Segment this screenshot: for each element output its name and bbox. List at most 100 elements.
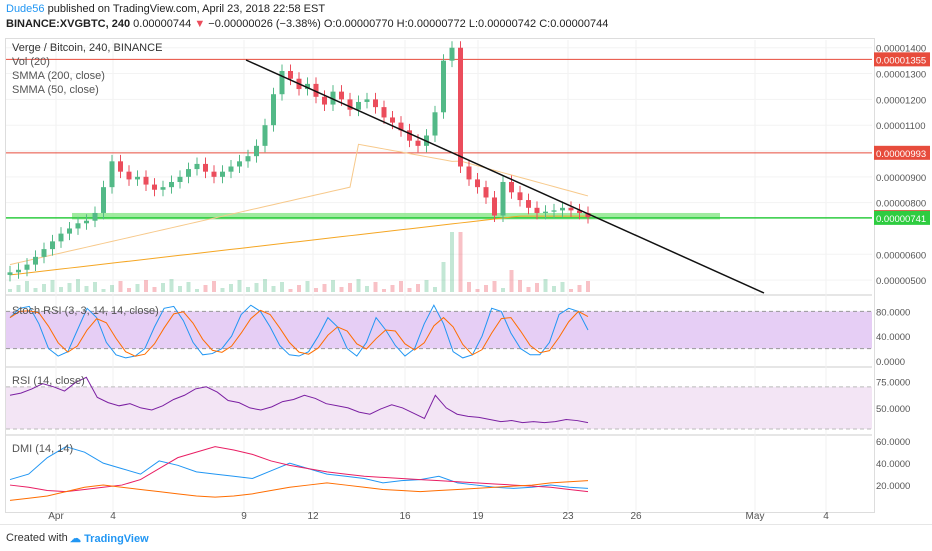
- tradingview-logo[interactable]: ☁ TradingView: [70, 532, 149, 545]
- volume-bar: [25, 281, 29, 292]
- volume-bar: [59, 287, 63, 292]
- volume-bar: [33, 288, 38, 292]
- price-label-text: 0.00001355: [876, 55, 926, 66]
- candle-body: [441, 60, 446, 113]
- candle-body: [305, 83, 310, 90]
- candle-body: [211, 171, 217, 177]
- volume-bar: [195, 289, 199, 292]
- volume-bar: [441, 262, 446, 292]
- volume-bar: [339, 287, 344, 292]
- volume-bar: [305, 281, 310, 292]
- volume-bar: [526, 287, 531, 292]
- time-tick-label: May: [746, 511, 765, 522]
- stoch-band: [6, 311, 872, 349]
- candle-body: [50, 241, 55, 250]
- symbol-info: BINANCE:XVGBTC, 240 0.00000744 ▼ −0.0000…: [6, 18, 608, 30]
- volume-bar: [484, 285, 488, 292]
- candle-body: [568, 207, 574, 211]
- candle-body: [177, 176, 183, 182]
- volume-bar: [407, 288, 412, 292]
- adx-line: [9, 480, 589, 501]
- volume-bar: [42, 284, 46, 292]
- created-with-label: Created with: [6, 532, 68, 544]
- volume-bar: [314, 288, 318, 292]
- candle-body: [279, 70, 285, 95]
- candle-body: [534, 207, 540, 213]
- candle-body: [7, 272, 13, 275]
- price-tick-label: 0.00001200: [876, 95, 926, 106]
- volume-bar: [288, 289, 293, 292]
- dmi-plus-line: [9, 446, 589, 489]
- price-tick-label: 0.00001100: [876, 121, 926, 132]
- volume-bar: [229, 284, 233, 292]
- candle-body: [500, 181, 506, 216]
- candle-body: [432, 112, 438, 136]
- candle-body: [92, 212, 98, 221]
- candle-body: [228, 166, 234, 172]
- footer: Created with ☁ TradingView: [0, 524, 932, 551]
- candle-body: [186, 169, 191, 177]
- volume-bar: [101, 289, 106, 292]
- stoch-tick-label: 40.0000: [876, 332, 910, 343]
- legend-vol: Vol (20): [12, 56, 50, 68]
- candle-body: [526, 200, 531, 208]
- candle-body: [466, 166, 472, 180]
- candle-body: [58, 233, 64, 242]
- price-tick-label: 0.00000500: [876, 276, 926, 287]
- candle-body: [245, 156, 251, 162]
- volume-bar: [475, 289, 480, 292]
- candle-body: [41, 249, 47, 257]
- volume-bar: [322, 284, 327, 292]
- volume-bar: [203, 285, 208, 292]
- candle-body: [585, 212, 591, 218]
- volume-bar: [84, 286, 89, 292]
- volume-bar: [356, 279, 361, 292]
- volume-bar: [263, 279, 267, 292]
- volume-bar: [518, 280, 522, 292]
- legend-title: Verge / Bitcoin, 240, BINANCE: [12, 42, 162, 54]
- candle-body: [398, 122, 404, 131]
- candle-body: [347, 99, 353, 110]
- volume-bar: [110, 285, 114, 292]
- price-tick-label: 0.00000600: [876, 250, 926, 261]
- candle-body: [415, 140, 421, 146]
- volume-bar: [390, 285, 395, 292]
- volume-bar: [586, 281, 590, 292]
- candle-body: [220, 171, 225, 177]
- candle-body: [313, 83, 319, 97]
- time-tick-label: 9: [241, 511, 247, 522]
- volume-bar: [220, 288, 225, 292]
- volume-bar: [424, 280, 429, 292]
- volume-bar: [569, 289, 573, 292]
- volume-bar: [67, 283, 72, 292]
- rsi-tick-label: 75.0000: [876, 378, 910, 389]
- candle-body: [356, 101, 361, 110]
- candle-body: [449, 47, 455, 61]
- dmi-tick-label: 20.0000: [876, 481, 910, 492]
- volume-bar: [50, 280, 55, 292]
- dmi-tick-label: 40.0000: [876, 459, 910, 470]
- volume-bar: [178, 286, 182, 292]
- candle-body: [262, 125, 268, 146]
- time-tick-label: 4: [823, 511, 829, 522]
- price-tick-label: 0.00001400: [876, 44, 926, 55]
- rsi-band: [6, 386, 872, 429]
- candle-body: [135, 176, 140, 180]
- publish-info: Dude56 published on TradingView.com, Apr…: [6, 3, 325, 15]
- author-link[interactable]: Dude56: [6, 3, 45, 15]
- last-price: 0.00000744: [133, 18, 192, 30]
- volume-bar: [509, 270, 514, 292]
- volume-bar: [127, 288, 131, 292]
- candle-body: [33, 256, 38, 265]
- support-zone: [72, 212, 720, 220]
- volume-bar: [577, 285, 582, 292]
- rsi-tick-label: 50.0000: [876, 404, 910, 415]
- price-label-text: 0.00000993: [876, 149, 926, 160]
- volume-bar: [280, 282, 284, 292]
- candle-body: [381, 107, 387, 118]
- trendline: [245, 59, 765, 294]
- dmi-minus-line: [9, 446, 589, 493]
- chart-frame[interactable]: [5, 38, 875, 513]
- volume-bar: [186, 282, 191, 292]
